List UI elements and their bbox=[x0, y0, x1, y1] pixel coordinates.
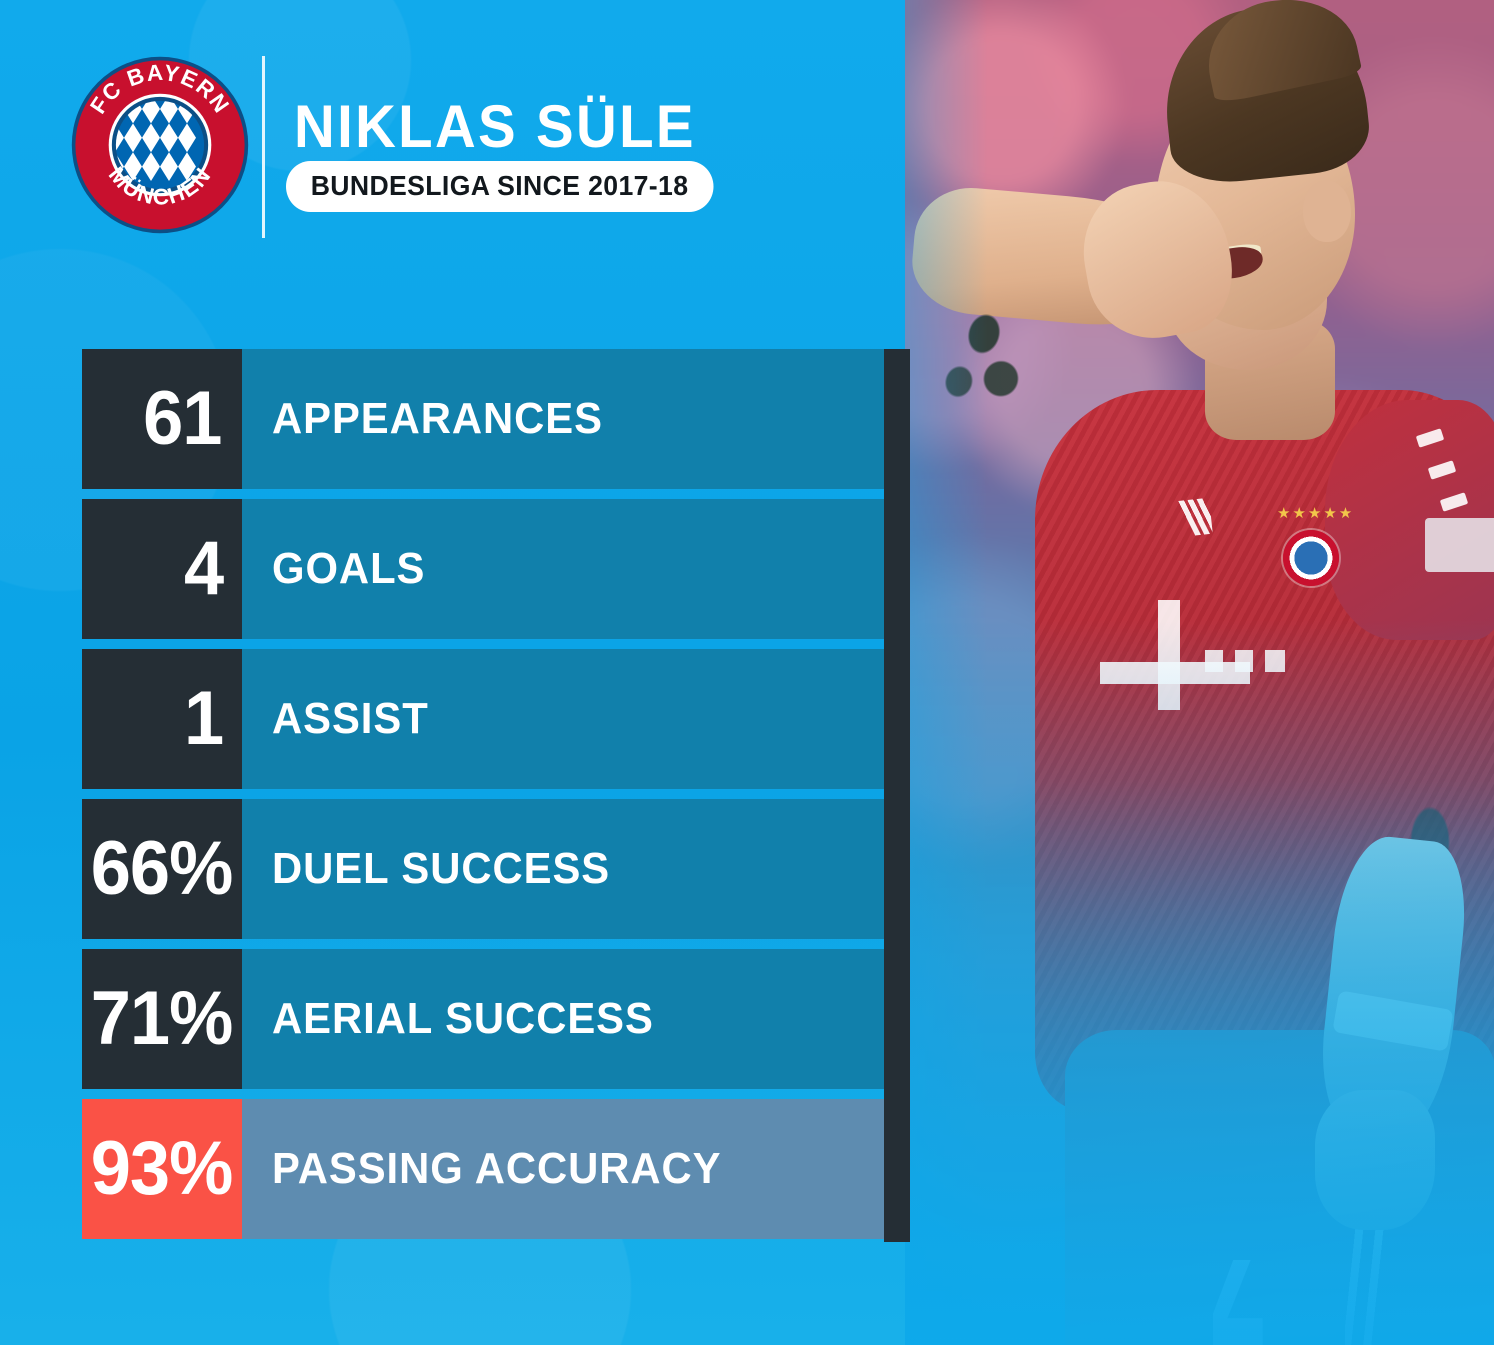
stat-row: 4 GOALS bbox=[82, 499, 884, 639]
stat-label-bar: ASSIST bbox=[242, 649, 884, 789]
stat-label: APPEARANCES bbox=[272, 394, 603, 443]
stat-value-box: 71% bbox=[82, 949, 242, 1089]
stat-value: 71% bbox=[91, 976, 234, 1061]
header-divider bbox=[262, 56, 265, 238]
stat-value: 1 bbox=[183, 676, 224, 761]
stat-row: 61 APPEARANCES bbox=[82, 349, 884, 489]
stat-row: 66% DUEL SUCCESS bbox=[82, 799, 884, 939]
stat-label: GOALS bbox=[272, 544, 426, 593]
stat-value-box: 4 bbox=[82, 499, 242, 639]
photo-blue-tint-overlay bbox=[905, 0, 1494, 1345]
player-photo: ★★★★★ bbox=[905, 0, 1494, 1345]
stat-row: 1 ASSIST bbox=[82, 649, 884, 789]
stat-value-box: 61 bbox=[82, 349, 242, 489]
stat-value: 93% bbox=[91, 1126, 234, 1211]
stat-label-bar: DUEL SUCCESS bbox=[242, 799, 884, 939]
stat-row: 71% AERIAL SUCCESS bbox=[82, 949, 884, 1089]
stat-label-bar: GOALS bbox=[242, 499, 884, 639]
page-title: NIKLAS SÜLE bbox=[294, 93, 696, 160]
stat-label: AERIAL SUCCESS bbox=[272, 994, 654, 1043]
stat-label-bar: AERIAL SUCCESS bbox=[242, 949, 884, 1089]
stat-value-box: 1 bbox=[82, 649, 242, 789]
fc-bayern-crest-icon: FC BAYERN MÜNCHEN bbox=[70, 55, 250, 235]
stat-label: PASSING ACCURACY bbox=[272, 1144, 722, 1193]
stat-label: DUEL SUCCESS bbox=[272, 844, 611, 893]
stat-label-bar: APPEARANCES bbox=[242, 349, 884, 489]
stat-row-highlighted: 93% PASSING ACCURACY bbox=[82, 1099, 884, 1239]
stat-value-box-highlighted: 93% bbox=[82, 1099, 242, 1239]
stat-label-bar-highlighted: PASSING ACCURACY bbox=[242, 1099, 884, 1239]
stat-label: ASSIST bbox=[272, 694, 429, 743]
stat-value: 4 bbox=[183, 526, 224, 611]
stat-value-box: 66% bbox=[82, 799, 242, 939]
stat-value: 61 bbox=[143, 376, 223, 461]
stat-value: 66% bbox=[91, 826, 234, 911]
competition-badge: BUNDESLIGA SINCE 2017-18 bbox=[286, 161, 714, 212]
stats-panel: 61 APPEARANCES 4 GOALS 1 ASSIST 66% bbox=[82, 349, 910, 1242]
header: FC BAYERN MÜNCHEN NIKLAS SÜLE BUNDESLIGA… bbox=[0, 0, 905, 300]
panel-right-edge bbox=[884, 349, 910, 1242]
